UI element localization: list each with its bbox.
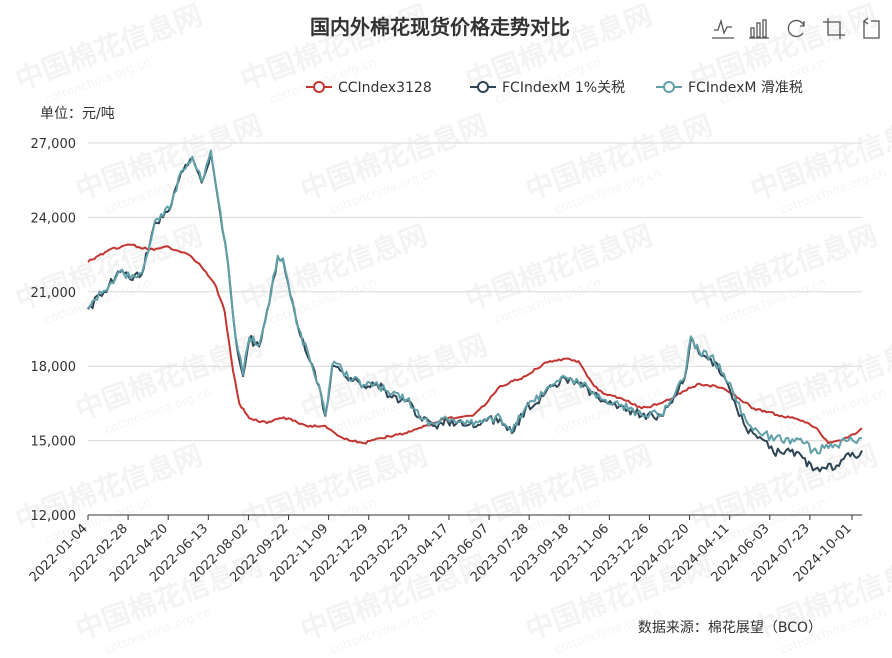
legend: CCIndex3128 FCIndexM 1%关税 FCIndexM 滑准税 [306, 79, 803, 96]
watermark-tile: 中国棉花信息网cottonchina.org.cn [686, 0, 881, 107]
y-tick-label: 21,000 [31, 286, 77, 301]
y-tick-label: 27,000 [31, 137, 77, 152]
line-icon[interactable] [712, 18, 734, 39]
y-tick-label: 15,000 [31, 435, 77, 450]
bar-icon[interactable] [749, 19, 769, 39]
watermark-tile: 中国棉花信息网cottonchina.org.cn [71, 109, 266, 217]
y-tick-label: 18,000 [31, 360, 77, 375]
watermark-tile: 中国棉花信息网cottonchina.org.cn [11, 219, 206, 327]
watermark-tile: 中国棉花信息网cottonchina.org.cn [521, 109, 716, 217]
watermark-tile: 中国棉花信息网cottonchina.org.cn [461, 219, 656, 327]
legend-item[interactable]: CCIndex3128 [306, 80, 432, 96]
watermark-tile: 中国棉花信息网cottonchina.org.cn [686, 219, 881, 327]
plot-area [87, 149, 863, 473]
data-view-icon[interactable] [823, 18, 845, 39]
watermark-tile: 中国棉花信息网cottonchina.org.cn [11, 0, 206, 107]
legend-item[interactable]: FCIndexM 滑准税 [656, 79, 803, 96]
legend-item[interactable]: FCIndexM 1%关税 [470, 80, 625, 96]
legend-label: FCIndexM 1%关税 [502, 80, 625, 96]
y-axis: 12,000 15,000 18,000 21,000 24,000 27,000 [31, 137, 77, 524]
watermark-tile: 中国棉花信息网cottonchina.org.cn [746, 109, 892, 217]
y-tick-label: 24,000 [31, 211, 77, 226]
legend-label: FCIndexM 滑准税 [688, 79, 803, 96]
watermark-tile: 中国棉花信息网cottonchina.org.cn [746, 329, 892, 437]
grid [88, 142, 862, 516]
legend-marker [663, 81, 675, 93]
restore-icon[interactable] [787, 19, 805, 38]
legend-marker [477, 81, 489, 93]
source-note: 数据来源：棉花展望（BCO） [638, 619, 822, 636]
watermark-tile: 中国棉花信息网cottonchina.org.cn [296, 109, 491, 217]
watermark-tile: 中国棉花信息网cottonchina.org.cn [71, 329, 266, 437]
chart-title: 国内外棉花现货价格走势对比 [310, 15, 570, 39]
series-line [87, 149, 863, 455]
legend-label: CCIndex3128 [338, 80, 432, 96]
y-tick-label: 12,000 [31, 509, 77, 524]
y-axis-unit-label: 单位：元/吨 [40, 106, 115, 122]
back-icon[interactable] [862, 17, 880, 39]
legend-marker [313, 81, 325, 93]
toolbox [712, 17, 880, 39]
